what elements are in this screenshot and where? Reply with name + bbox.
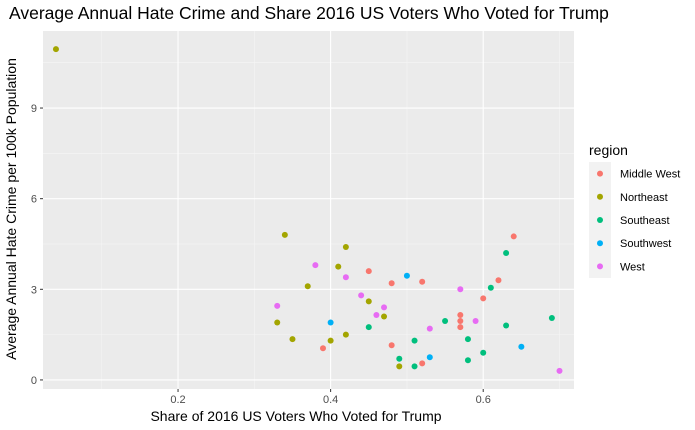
point-southeast <box>503 250 510 257</box>
point-middle-west <box>457 318 464 325</box>
x-axis-title: Share of 2016 US Voters Who Voted for Tr… <box>150 408 441 424</box>
major-gridlines <box>43 31 574 389</box>
point-southeast <box>503 322 510 329</box>
minor-gridlines <box>43 31 574 389</box>
point-northeast <box>289 336 296 343</box>
point-southeast <box>442 318 449 325</box>
y-tick-label: 3 <box>31 284 37 296</box>
point-southeast <box>548 315 555 322</box>
point-middle-west <box>388 342 395 349</box>
point-middle-west <box>480 295 487 302</box>
point-middle-west <box>319 345 326 352</box>
point-west <box>381 304 388 311</box>
legend-label-northeast: Northeast <box>620 192 668 204</box>
y-tick-label: 6 <box>31 194 37 206</box>
y-axis-ticks: 0 3 6 9 <box>31 103 43 387</box>
plot-panel <box>43 31 574 389</box>
point-southwest <box>403 272 410 279</box>
point-northeast <box>396 363 403 370</box>
point-northeast <box>365 298 372 305</box>
point-west <box>342 274 349 281</box>
point-southeast <box>365 324 372 331</box>
point-middle-west <box>510 233 517 240</box>
x-axis-ticks: 0.2 0.4 0.6 <box>170 389 491 406</box>
legend-label-southeast: Southeast <box>620 215 670 227</box>
point-northeast <box>304 283 311 290</box>
data-points <box>52 46 563 374</box>
point-west <box>472 318 479 325</box>
point-west <box>373 311 380 318</box>
point-northeast <box>274 319 281 326</box>
point-southeast <box>487 284 494 291</box>
legend-label-west: West <box>620 261 645 273</box>
point-northeast <box>335 263 342 270</box>
point-middle-west <box>365 268 372 275</box>
point-west <box>426 325 433 332</box>
point-northeast <box>327 337 334 344</box>
legend-key-middle-west <box>597 170 603 177</box>
x-tick-label: 0.6 <box>476 394 491 406</box>
chart-title: Average Annual Hate Crime and Share 2016… <box>9 3 609 23</box>
point-southeast <box>480 349 487 356</box>
point-west <box>457 286 464 293</box>
point-northeast <box>342 244 349 251</box>
x-tick-label: 0.4 <box>323 394 338 406</box>
legend-label-southwest: Southwest <box>620 238 671 250</box>
point-southeast <box>411 363 418 370</box>
point-west <box>312 262 319 269</box>
point-southwest <box>327 319 334 326</box>
y-tick-label: 9 <box>31 103 37 115</box>
point-middle-west <box>419 360 426 367</box>
legend-key-west <box>597 263 603 270</box>
point-southeast <box>411 337 418 344</box>
point-southwest <box>518 343 525 350</box>
x-tick-label: 0.2 <box>170 394 185 406</box>
legend-key-northeast <box>597 193 603 200</box>
point-middle-west <box>457 324 464 331</box>
point-middle-west <box>457 311 464 318</box>
legend-key-southwest <box>597 240 603 247</box>
legend: region Middle West Northeast Southeast Sout… <box>589 142 680 278</box>
legend-key-southeast <box>597 217 603 223</box>
point-middle-west <box>495 277 502 284</box>
legend-label-middle-west: Middle West <box>620 169 680 181</box>
point-middle-west <box>388 280 395 287</box>
point-west <box>556 367 563 374</box>
point-northeast <box>281 231 288 238</box>
point-west <box>274 302 281 309</box>
y-tick-label: 0 <box>31 375 37 387</box>
point-middle-west <box>419 278 426 285</box>
point-west <box>358 292 365 299</box>
point-southeast <box>396 355 403 362</box>
point-northeast <box>381 313 388 320</box>
point-southeast <box>464 357 471 364</box>
point-southwest <box>426 354 433 361</box>
y-axis-title: Average Annual Hate Crime per 100k Popul… <box>3 58 19 360</box>
legend-title: region <box>589 142 628 158</box>
point-southeast <box>464 336 471 343</box>
point-northeast <box>342 331 349 338</box>
point-northeast <box>52 46 59 53</box>
